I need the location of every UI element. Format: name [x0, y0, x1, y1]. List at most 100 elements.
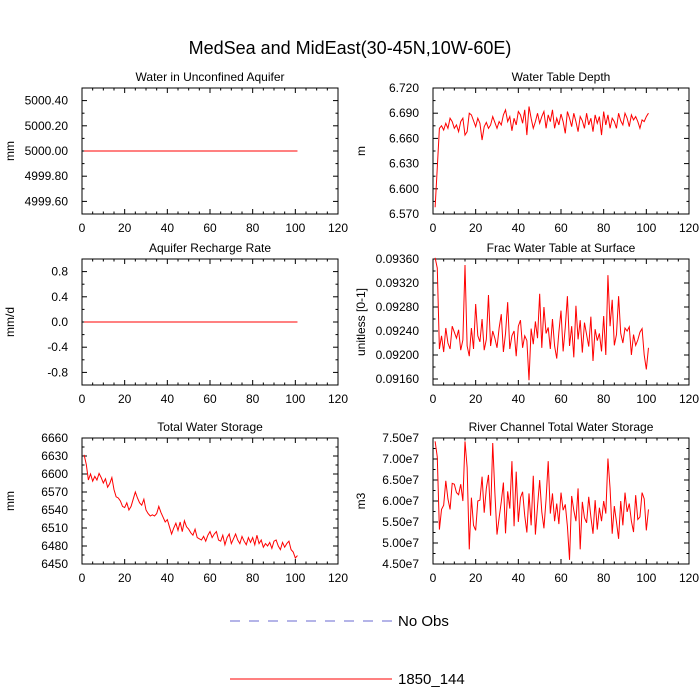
x-tick-label: 60: [554, 571, 568, 585]
panel-2: Water Table Depth 0 20 40 60 80 100 120 6.570 6.6…: [354, 70, 699, 235]
x-tick-label: 100: [285, 392, 305, 406]
x-tick-label: 0: [79, 571, 86, 585]
x-tick-label: 20: [118, 221, 132, 235]
x-tick-label: 60: [554, 221, 568, 235]
x-tick-label: 60: [203, 571, 217, 585]
series-line-1850-144: [434, 441, 649, 560]
y-tick-label: 0.8: [51, 265, 68, 279]
y-tick-label: 0.0: [51, 315, 68, 329]
x-tick-label: 100: [285, 221, 305, 235]
y-tick-label: 7.50e7: [382, 431, 419, 445]
panel-title: Water in Unconfined Aquifer: [136, 70, 285, 84]
y-tick-label: 4.50e7: [382, 557, 419, 571]
y-tick-label: 6480: [41, 539, 68, 553]
y-tick-label: 0.09200: [376, 348, 420, 362]
legend-no-obs-label: No Obs: [398, 613, 449, 630]
x-tick-label: 20: [469, 571, 483, 585]
y-tick-label: 0.09320: [376, 276, 420, 290]
x-tick-label: 40: [161, 221, 175, 235]
x-tick-label: 0: [430, 221, 437, 235]
x-tick-label: 80: [246, 392, 260, 406]
y-tick-label: 6.50e7: [382, 473, 419, 487]
x-tick-label: 0: [79, 221, 86, 235]
x-tick-label: 20: [469, 221, 483, 235]
y-axis-label: m3: [354, 492, 368, 509]
panel-title: Aquifer Recharge Rate: [149, 241, 271, 255]
y-tick-label: 5000.40: [25, 94, 69, 108]
y-tick-label: -0.4: [47, 340, 68, 354]
panels: Water in Unconfined Aquifer 0 20 40 60 80 100 1…: [3, 70, 699, 585]
series-line-1850-144: [83, 454, 298, 559]
panel-3: Aquifer Recharge Rate 0 20 40 60 80 100 120 -0.8…: [3, 241, 348, 406]
y-tick-label: 4999.80: [25, 169, 69, 183]
y-tick-label: 6510: [41, 521, 68, 535]
x-tick-label: 80: [597, 392, 611, 406]
y-tick-label: 5.00e7: [382, 536, 419, 550]
y-tick-label: 6540: [41, 503, 68, 517]
plot-frame: [432, 258, 690, 386]
x-tick-label: 120: [679, 392, 699, 406]
x-tick-label: 100: [636, 571, 656, 585]
x-tick-label: 100: [636, 221, 656, 235]
y-tick-label: 6.660: [389, 131, 419, 145]
x-tick-label: 60: [203, 221, 217, 235]
panel-4: Frac Water Table at Surface 0 20 40 60 80 100 1…: [354, 241, 699, 406]
x-tick-label: 0: [79, 392, 86, 406]
y-tick-label: 6630: [41, 449, 68, 463]
x-tick-label: 100: [636, 392, 656, 406]
series-line-1850-144: [434, 106, 649, 208]
y-axis-label: m: [354, 146, 368, 156]
x-tick-label: 20: [469, 392, 483, 406]
panel-5: Total Water Storage 0 20 40 60 80 100 120 6450 64…: [3, 420, 348, 585]
x-tick-label: 80: [597, 571, 611, 585]
x-tick-label: 40: [512, 571, 526, 585]
x-tick-label: 120: [679, 221, 699, 235]
y-tick-label: 6.720: [389, 81, 419, 95]
legend-1850-144-label: 1850_144: [398, 671, 465, 688]
y-tick-label: 6660: [41, 431, 68, 445]
x-tick-label: 80: [597, 221, 611, 235]
figure-title: MedSea and MidEast(30-45N,10W-60E): [189, 38, 512, 58]
y-tick-label: 0.09360: [376, 252, 420, 266]
legend: No Obs 1850_144: [230, 613, 465, 688]
panel-6: River Channel Total Water Storage 0 20 40 60…: [354, 420, 699, 585]
x-tick-label: 40: [512, 221, 526, 235]
x-tick-label: 60: [203, 392, 217, 406]
x-tick-label: 0: [430, 571, 437, 585]
y-tick-label: 0.09240: [376, 324, 420, 338]
y-axis-label: mm: [3, 491, 17, 511]
panel-title: Total Water Storage: [157, 420, 263, 434]
x-tick-label: 80: [246, 571, 260, 585]
y-tick-label: -0.8: [47, 365, 68, 379]
panel-title: Water Table Depth: [512, 70, 611, 84]
y-tick-label: 6.690: [389, 106, 419, 120]
panel-title: Frac Water Table at Surface: [487, 241, 636, 255]
y-tick-label: 0.09280: [376, 300, 420, 314]
x-tick-label: 40: [161, 392, 175, 406]
y-tick-label: 6450: [41, 557, 68, 571]
y-tick-label: 4999.60: [25, 194, 69, 208]
x-tick-label: 40: [161, 571, 175, 585]
y-axis-label: mm: [3, 141, 17, 161]
y-tick-label: 0.4: [51, 290, 68, 304]
y-tick-label: 7.00e7: [382, 452, 419, 466]
y-axis-label: unitless [0-1]: [354, 288, 368, 356]
y-tick-label: 6.630: [389, 157, 419, 171]
y-tick-label: 6.600: [389, 182, 419, 196]
x-tick-label: 40: [512, 392, 526, 406]
y-tick-label: 5.50e7: [382, 515, 419, 529]
x-tick-label: 60: [554, 392, 568, 406]
y-tick-label: 5000.20: [25, 119, 69, 133]
y-axis-label: mm/d: [3, 307, 17, 337]
x-tick-label: 0: [430, 392, 437, 406]
x-tick-label: 20: [118, 392, 132, 406]
y-tick-label: 6600: [41, 467, 68, 481]
x-tick-label: 120: [328, 392, 348, 406]
x-tick-label: 120: [328, 221, 348, 235]
x-tick-label: 80: [246, 221, 260, 235]
x-tick-label: 20: [118, 571, 132, 585]
y-tick-label: 5000.00: [25, 144, 69, 158]
panel-1: Water in Unconfined Aquifer 0 20 40 60 80 100 1…: [3, 70, 348, 235]
x-tick-label: 100: [285, 571, 305, 585]
